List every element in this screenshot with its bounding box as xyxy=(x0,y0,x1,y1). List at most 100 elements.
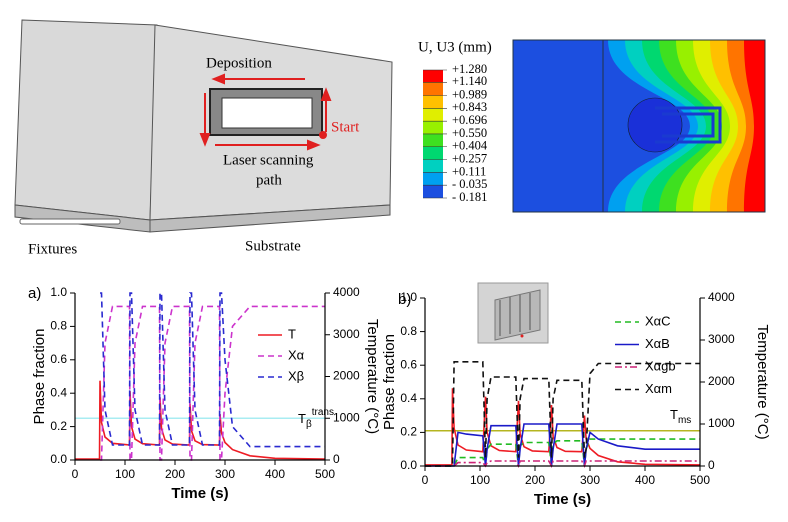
legend-label: XαC xyxy=(645,313,671,328)
y2-axis-label: Temperature (°C) xyxy=(364,319,381,434)
scan-arrows xyxy=(199,73,332,151)
fixture-slot xyxy=(19,218,121,225)
inset xyxy=(477,282,549,344)
threshold-label: Tms xyxy=(670,407,691,425)
schematic: Deposition Start Laser scanning path Fix… xyxy=(14,19,393,257)
y-tick-label: 0.4 xyxy=(50,385,67,399)
label-fixtures: Fixtures xyxy=(28,241,77,257)
x-tick-label: 200 xyxy=(525,473,545,487)
y2-tick-label: 3000 xyxy=(708,332,735,346)
x-tick-label: 200 xyxy=(165,467,185,481)
legend-label: T xyxy=(288,326,296,341)
x-tick-label: 100 xyxy=(470,473,490,487)
y-tick-label: 0.6 xyxy=(50,352,67,366)
label-path: Laser scanning xyxy=(223,152,314,168)
deposit-outline xyxy=(655,106,722,144)
x-tick-label: 300 xyxy=(580,473,600,487)
series-line xyxy=(425,388,701,466)
label-path: path xyxy=(256,172,282,188)
chart: Tβtrans 0 100 200 300 400 500 0.0 0.2 0.4 0.6 0.8 1.… xyxy=(28,285,381,502)
legend-label: Xβ xyxy=(288,368,304,383)
legend-label: +1.280 xyxy=(452,62,487,76)
x-tick-label: 500 xyxy=(315,467,335,481)
threshold-label: Tβtrans xyxy=(298,407,334,430)
x-tick-label: 0 xyxy=(72,467,79,481)
y-tick-label: 0.6 xyxy=(400,357,417,371)
label-deposition: Deposition xyxy=(206,55,272,71)
y-tick-label: 0.8 xyxy=(400,324,417,338)
legend-label: Xαm xyxy=(645,381,672,396)
label-start: Start xyxy=(331,119,360,135)
deposit-inside xyxy=(221,97,313,129)
y-tick-label: 0.2 xyxy=(400,425,417,439)
y2-tick-label: 2000 xyxy=(333,369,360,383)
legend-cell xyxy=(423,108,443,122)
label-substrate: Substrate xyxy=(245,238,301,254)
threshold-symbol: T xyxy=(670,407,678,422)
legend-label: +0.111 xyxy=(452,164,486,178)
legend-label: +0.843 xyxy=(452,100,487,114)
legend-cell xyxy=(423,159,443,173)
panel-label: a) xyxy=(28,285,41,302)
y-tick-label: 0.2 xyxy=(50,419,67,433)
x-tick-label: 300 xyxy=(215,467,235,481)
series-line xyxy=(100,305,325,461)
x-tick-label: 500 xyxy=(690,473,710,487)
melt-pool xyxy=(627,97,683,153)
legend-label: - 0.035 xyxy=(452,177,487,191)
y-tick-label: 1.0 xyxy=(50,285,67,299)
series-line xyxy=(425,438,700,467)
threshold-superscript: trans xyxy=(312,407,334,418)
x-axis-label: Time (s) xyxy=(171,485,228,502)
legend-label: - 0.181 xyxy=(452,190,487,204)
contour-band xyxy=(744,40,765,212)
series-line xyxy=(425,423,700,467)
legend-label: +0.989 xyxy=(452,87,487,101)
y-tick-label: 1.0 xyxy=(400,290,417,304)
legend-cell xyxy=(423,172,443,186)
legend-cell xyxy=(423,133,443,147)
y2-tick-label: 4000 xyxy=(708,290,735,304)
contour: U, U3 (mm) +1.280+1.140+0.989+0.843+0.69… xyxy=(418,39,766,213)
plate-outline xyxy=(512,39,766,213)
y2-tick-label: 0 xyxy=(333,452,340,466)
y2-tick-label: 1000 xyxy=(708,416,735,430)
series-line xyxy=(425,460,700,469)
y2-tick-label: 2000 xyxy=(708,374,735,388)
legend-label: +0.257 xyxy=(452,152,487,166)
y2-axis-label: Temperature (°C) xyxy=(754,324,771,439)
legend-label: +0.404 xyxy=(452,139,488,153)
y2-tick-label: 1000 xyxy=(333,410,360,424)
legend-label: XαB xyxy=(645,336,670,351)
x-tick-label: 400 xyxy=(265,467,285,481)
legend-label: Xα xyxy=(288,347,305,362)
y-tick-label: 0.0 xyxy=(50,452,67,466)
legend-cell xyxy=(423,185,443,198)
threshold-subscript: ms xyxy=(678,415,691,426)
start-point xyxy=(319,131,327,139)
legend-title: U, U3 (mm) xyxy=(418,39,492,55)
y2-tick-label: 0 xyxy=(708,458,715,472)
threshold-subscript: β xyxy=(306,419,312,430)
legend-label: Xαgb xyxy=(645,358,676,373)
y-axis-label: Phase fraction xyxy=(381,334,398,430)
x-axis-label: Time (s) xyxy=(534,491,591,508)
y-tick-label: 0.4 xyxy=(400,391,417,405)
legend-cell xyxy=(423,70,443,83)
x-tick-label: 0 xyxy=(422,473,429,487)
series-line xyxy=(100,292,325,448)
y-axis-label: Phase fraction xyxy=(31,329,48,425)
x-tick-label: 100 xyxy=(115,467,135,481)
series-line xyxy=(425,361,700,467)
threshold-symbol: T xyxy=(298,411,306,426)
legend-cell xyxy=(423,82,443,96)
fixture-top xyxy=(14,19,158,221)
legend-cell xyxy=(423,95,443,109)
x-tick-label: 400 xyxy=(635,473,655,487)
panel-label: b) xyxy=(398,291,411,308)
chart: Tms 0 100 200 300 400 500 0.0 0.2 0.4 0.6 0.8 1.0 0 10… xyxy=(381,290,771,508)
y2-tick-label: 3000 xyxy=(333,327,360,341)
legend-label: +0.550 xyxy=(452,126,487,140)
y2-tick-label: 4000 xyxy=(333,285,360,299)
